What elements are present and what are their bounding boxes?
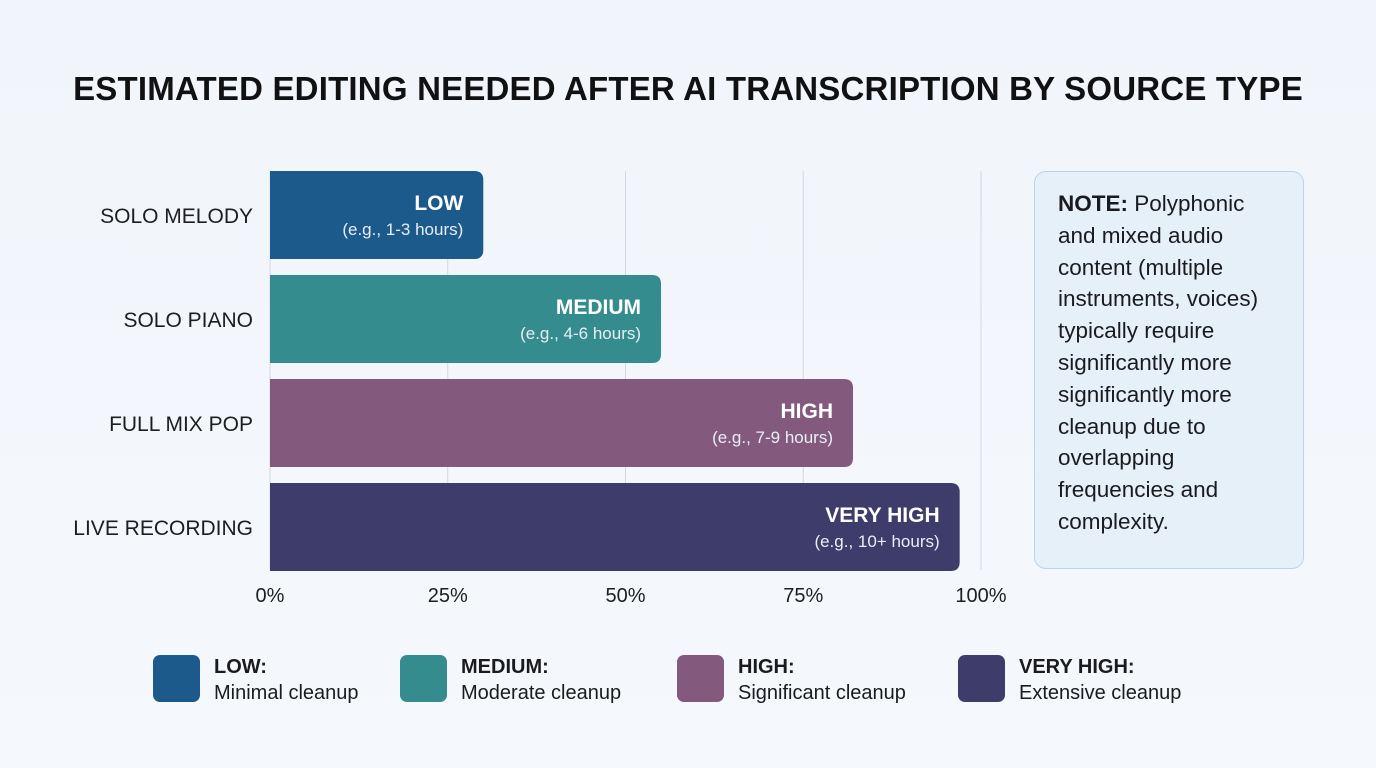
- legend-text: MEDIUM: Moderate cleanup: [461, 654, 621, 706]
- category-labels: SOLO MELODY SOLO PIANO FULL MIX POP LIVE RE…: [73, 205, 253, 540]
- x-tick-label: 50%: [605, 585, 645, 607]
- category-label: FULL MIX POP: [109, 413, 253, 436]
- bar-level-label: MEDIUM: [556, 296, 641, 319]
- chart-title: ESTIMATED EDITING NEEDED AFTER AI TRANSC…: [73, 70, 1303, 107]
- bars: LOW (e.g., 1-3 hours) MEDIUM (e.g., 4-6 hou…: [270, 171, 960, 571]
- legend-swatch: [677, 655, 724, 702]
- note-box: NOTE: Polyphonic and mixed audio content…: [1034, 171, 1304, 569]
- bar-detail-label: (e.g., 10+ hours): [814, 532, 939, 551]
- legend-swatch: [400, 655, 447, 702]
- legend-swatch: [958, 655, 1005, 702]
- legend-swatch: [153, 655, 200, 702]
- note-heading: NOTE:: [1058, 191, 1128, 216]
- x-axis-tick-labels: 0% 25% 50% 75% 100%: [256, 585, 1007, 607]
- legend-text: HIGH: Significant cleanup: [738, 654, 906, 706]
- legend-level: HIGH:: [738, 656, 795, 678]
- legend-description: Minimal cleanup: [214, 682, 359, 704]
- legend-level: VERY HIGH:: [1019, 656, 1135, 678]
- legend-level: MEDIUM:: [461, 656, 549, 678]
- category-label: SOLO PIANO: [123, 309, 253, 332]
- legend: LOW: Minimal cleanup MEDIUM: Moderate clean…: [0, 652, 1376, 712]
- legend-text: LOW: Minimal cleanup: [214, 654, 359, 706]
- legend-text: VERY HIGH: Extensive cleanup: [1019, 654, 1181, 706]
- bar: [270, 171, 484, 259]
- category-label: SOLO MELODY: [100, 205, 253, 228]
- bar: [270, 379, 854, 467]
- bar-detail-label: (e.g., 4-6 hours): [520, 324, 641, 343]
- bar: [270, 275, 662, 363]
- legend-description: Moderate cleanup: [461, 682, 622, 704]
- x-tick-label: 25%: [428, 585, 468, 607]
- bar-chart: LOW (e.g., 1-3 hours) MEDIUM (e.g., 4-6 hou…: [73, 171, 1007, 607]
- bar-level-label: LOW: [414, 192, 463, 215]
- bar: [270, 483, 960, 571]
- legend-level: LOW:: [214, 656, 267, 678]
- x-tick-label: 75%: [783, 585, 823, 607]
- category-label: LIVE RECORDING: [73, 517, 253, 540]
- note-text: Polyphonic and mixed audio content (mult…: [1058, 191, 1259, 534]
- legend-description: Significant cleanup: [738, 682, 906, 704]
- bar-detail-label: (e.g., 1-3 hours): [342, 220, 463, 239]
- bar-level-label: HIGH: [781, 400, 834, 423]
- bar-level-label: VERY HIGH: [825, 504, 939, 527]
- x-tick-label: 0%: [256, 585, 285, 607]
- x-tick-label: 100%: [955, 585, 1006, 607]
- legend-description: Extensive cleanup: [1019, 682, 1182, 704]
- bar-detail-label: (e.g., 7-9 hours): [712, 428, 833, 447]
